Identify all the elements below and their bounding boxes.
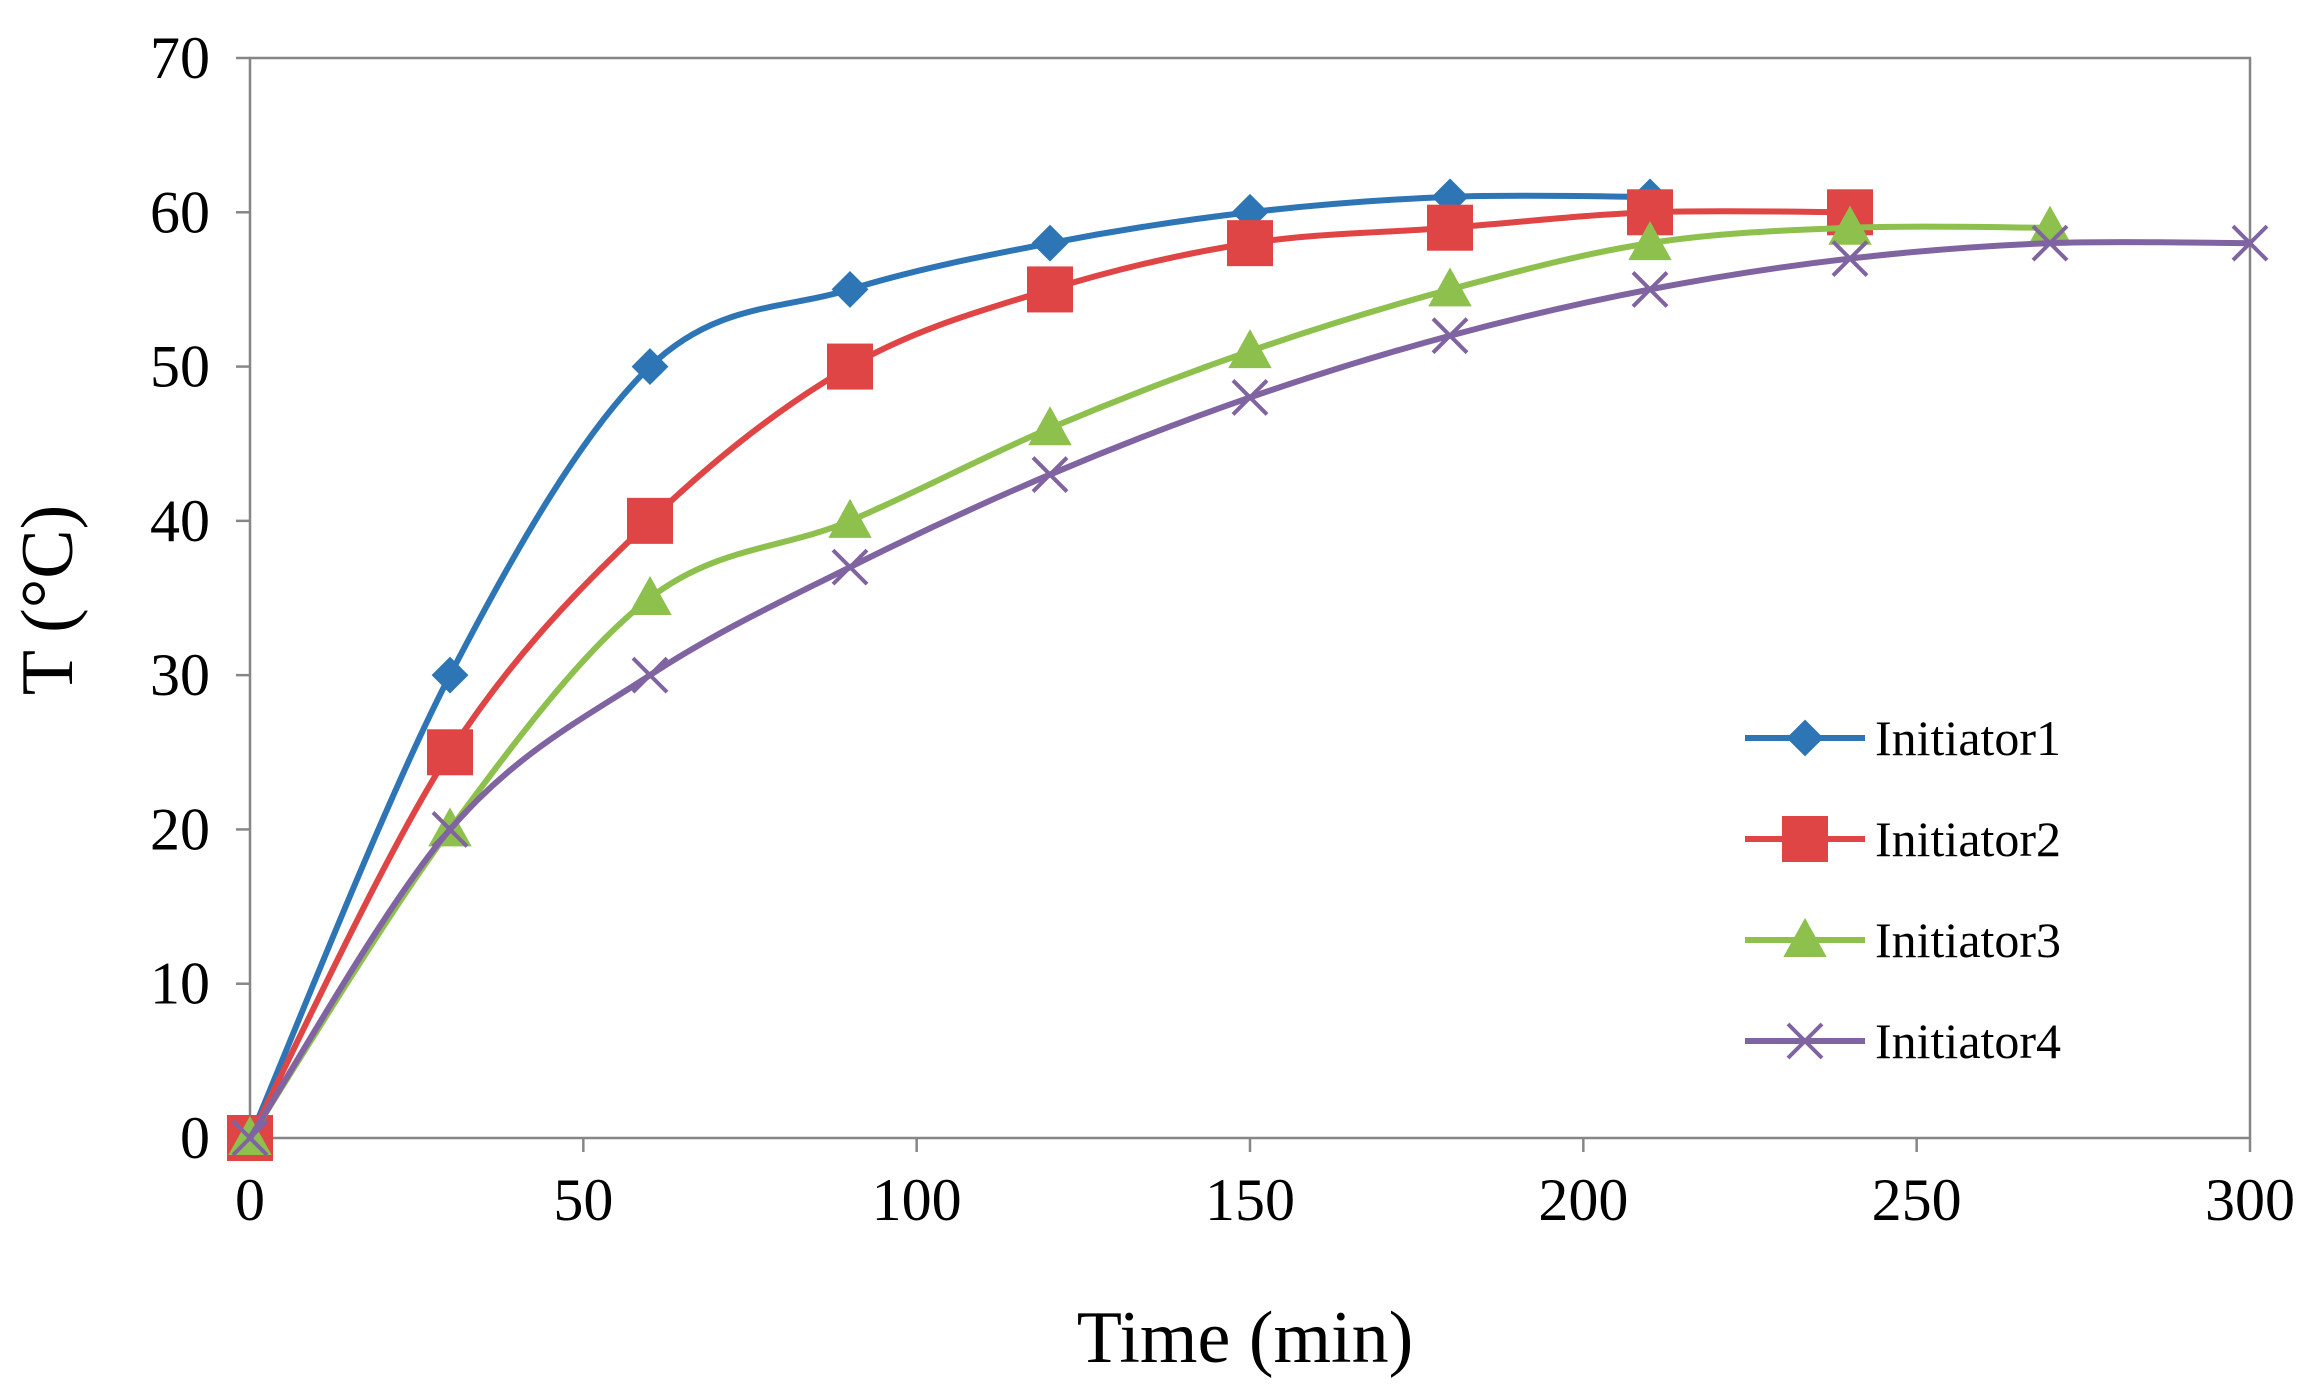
- y-tick-label: 60: [150, 179, 210, 245]
- series-line: [247, 208, 1853, 1141]
- legend-item: Initiator2: [1745, 811, 2061, 867]
- data-point: [1431, 317, 1469, 355]
- data-point: [631, 656, 669, 694]
- x-axis-title: Time (min): [1077, 1297, 1413, 1379]
- data-point: [627, 497, 673, 544]
- data-point: [831, 271, 869, 308]
- data-point: [1831, 240, 1869, 277]
- data-point: [2031, 224, 2069, 262]
- y-tick-label: 50: [150, 334, 210, 400]
- data-point: [1028, 406, 1072, 446]
- legend-marker: [1783, 917, 1827, 957]
- data-point: [2231, 224, 2269, 262]
- legend-label: Initiator3: [1875, 912, 2061, 968]
- x-tick-label: 200: [1538, 1167, 1628, 1233]
- legend-item: Initiator4: [1745, 1013, 2061, 1069]
- legend-marker: [1786, 1022, 1824, 1060]
- series-line: [247, 238, 2253, 1141]
- data-point: [1628, 221, 1672, 261]
- legend-item: Initiator3: [1745, 912, 2061, 968]
- y-tick-label: 30: [150, 642, 210, 708]
- y-tick-label: 40: [150, 488, 210, 554]
- series-initiator1: [231, 178, 1669, 1157]
- series-initiator4: [231, 224, 2269, 1157]
- legend: Initiator1 Initiator2 Initiator3 Initiator4: [1745, 710, 2061, 1069]
- y-axis-title: T (°C): [7, 505, 89, 696]
- data-point: [1031, 456, 1069, 493]
- legend-marker: [1782, 816, 1828, 862]
- data-point: [1031, 224, 1069, 262]
- x-tick-label: 300: [2205, 1167, 2295, 1233]
- data-point: [1231, 379, 1269, 416]
- legend-label: Initiator1: [1875, 710, 2061, 766]
- data-point: [427, 729, 473, 776]
- series-initiator3: [228, 205, 2072, 1155]
- legend-item: Initiator1: [1745, 710, 2061, 766]
- legend-label: Initiator4: [1875, 1013, 2061, 1069]
- x-tick-label: 50: [553, 1167, 613, 1233]
- y-tick-label: 0: [180, 1105, 210, 1171]
- series-initiator2: [227, 189, 1873, 1161]
- y-tick-label: 20: [150, 796, 210, 862]
- data-point: [1631, 271, 1669, 308]
- x-tick-label: 150: [1205, 1167, 1295, 1233]
- data-point: [1228, 329, 1272, 369]
- data-point: [827, 343, 873, 390]
- x-tick-label: 100: [872, 1167, 962, 1233]
- legend-marker: [1786, 719, 1824, 757]
- series-layer: [227, 178, 2269, 1161]
- data-point: [1227, 220, 1273, 267]
- data-point: [1027, 266, 1073, 313]
- data-point: [431, 656, 469, 694]
- data-point: [1428, 267, 1472, 307]
- data-point: [628, 575, 672, 615]
- y-tick-label: 70: [150, 25, 210, 91]
- y-tick-label: 10: [150, 951, 210, 1017]
- axes: 0 50 100 150 200 250 300 0 10 20 30 40 50 60 70: [150, 25, 2295, 1233]
- data-point: [1828, 205, 1872, 245]
- data-point: [1427, 204, 1473, 251]
- x-tick-label: 0: [235, 1167, 265, 1233]
- series-line: [247, 223, 2053, 1141]
- data-point: [831, 548, 869, 586]
- legend-label: Initiator2: [1875, 811, 2061, 867]
- data-point: [631, 348, 669, 385]
- data-point: [431, 811, 469, 848]
- x-tick-label: 250: [1872, 1167, 1962, 1233]
- data-point: [828, 498, 872, 538]
- data-point: [231, 1119, 269, 1157]
